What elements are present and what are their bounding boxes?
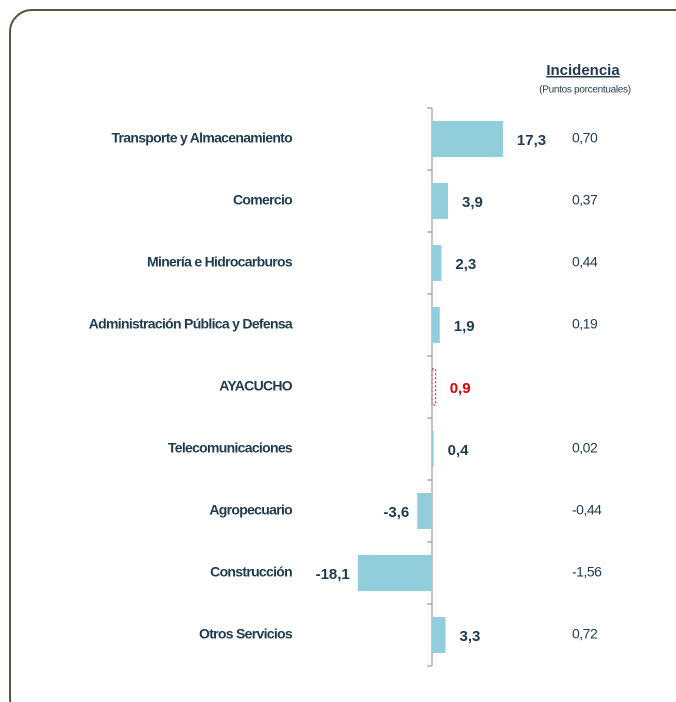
value-label: 1,9 bbox=[454, 318, 475, 335]
value-label: 2,3 bbox=[455, 256, 476, 273]
bar bbox=[432, 245, 442, 281]
incidence-header: Incidencia bbox=[546, 62, 620, 79]
bar bbox=[431, 368, 437, 406]
frame bbox=[9, 9, 676, 702]
value-label: 0,4 bbox=[448, 442, 470, 459]
value-label: 0,9 bbox=[450, 380, 471, 397]
bar bbox=[432, 431, 434, 467]
bar bbox=[417, 493, 432, 529]
category-label: Otros Servicios bbox=[199, 626, 293, 642]
incidence-label: -0,44 bbox=[572, 502, 602, 518]
category-label: Transporte y Almacenamiento bbox=[111, 130, 292, 146]
category-label: Comercio bbox=[233, 192, 292, 208]
incidence-label: 0,02 bbox=[572, 440, 598, 456]
category-label: Agropecuario bbox=[209, 502, 292, 518]
category-label: Construcción bbox=[210, 564, 292, 580]
incidence-label: 0,19 bbox=[572, 316, 598, 332]
bar bbox=[432, 307, 440, 343]
incidence-label: 0,72 bbox=[572, 626, 598, 642]
bar bbox=[432, 183, 448, 219]
bar bbox=[357, 555, 432, 591]
incidence-subheader: (Puntos porcentuales) bbox=[539, 85, 631, 96]
incidence-label: -1,56 bbox=[572, 564, 602, 580]
value-label: 17,3 bbox=[517, 132, 546, 149]
category-label: Minería e Hidrocarburos bbox=[147, 254, 293, 270]
category-label: Telecomunicaciones bbox=[168, 440, 293, 456]
bar bbox=[432, 617, 446, 653]
bar bbox=[432, 121, 503, 157]
category-label: Administración Pública y Defensa bbox=[89, 316, 293, 332]
category-label: AYACUCHO bbox=[219, 378, 293, 394]
incidence-label: 0,44 bbox=[572, 254, 598, 270]
value-label: -18,1 bbox=[316, 566, 350, 583]
value-label: 3,9 bbox=[462, 194, 483, 211]
value-label: 3,3 bbox=[460, 628, 481, 645]
incidence-label: 0,70 bbox=[572, 130, 598, 146]
incidence-label: 0,37 bbox=[572, 192, 598, 208]
value-label: -3,6 bbox=[383, 504, 409, 521]
